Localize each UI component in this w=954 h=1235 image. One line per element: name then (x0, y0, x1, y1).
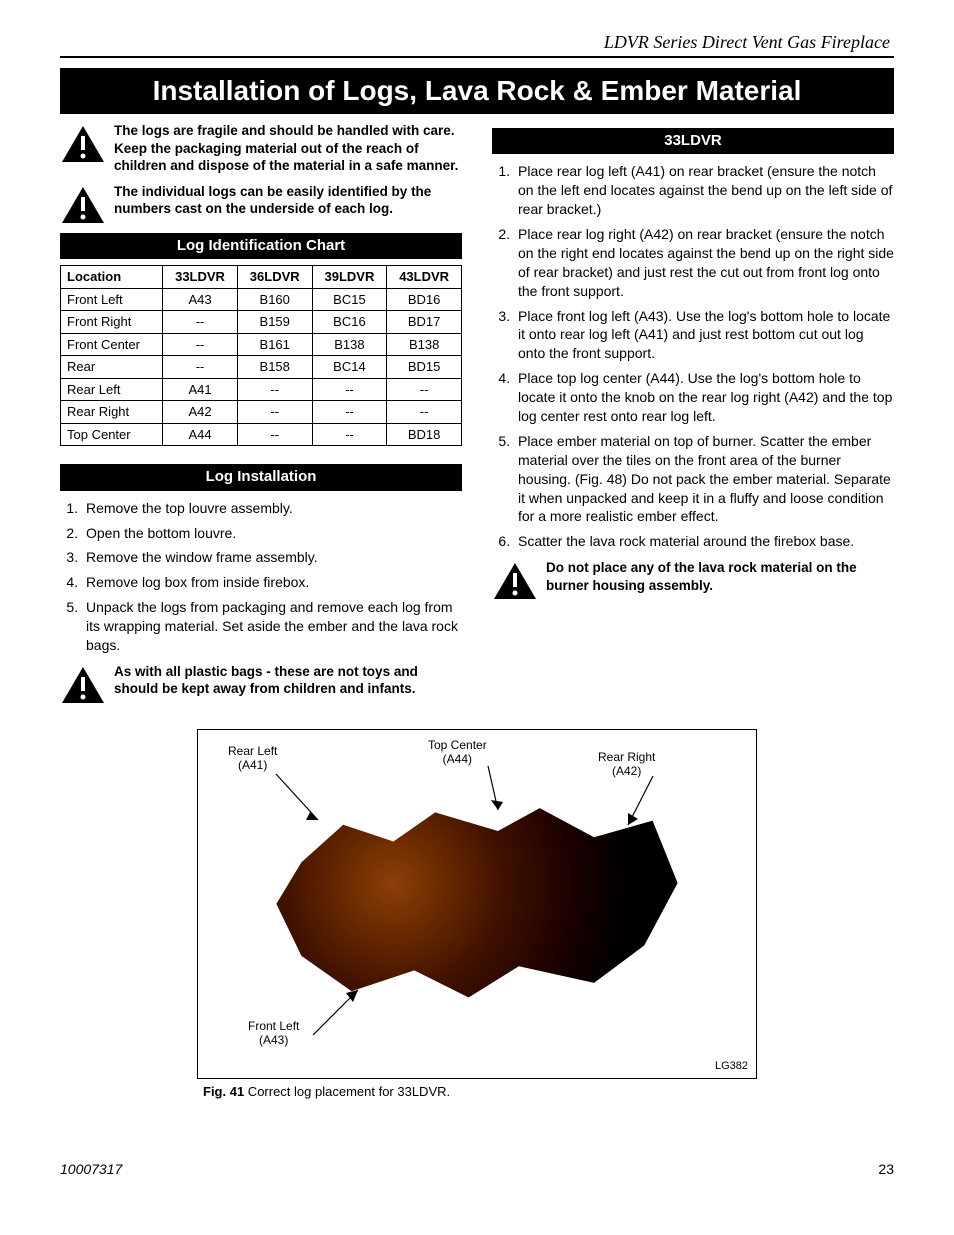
table-cell: Rear (61, 356, 163, 379)
table-cell: -- (237, 401, 312, 424)
list-item: Place rear log right (A42) on rear brack… (514, 225, 894, 301)
two-column-layout: The logs are fragile and should be handl… (60, 122, 894, 713)
table-cell: BD15 (387, 356, 462, 379)
warning-fragile-text: The logs are fragile and should be handl… (114, 122, 462, 175)
table-header-row: Location 33LDVR 36LDVR 39LDVR 43LDVR (61, 265, 462, 288)
table-row: Rear--B158BC14BD15 (61, 356, 462, 379)
install-steps-list: Remove the top louvre assembly. Open the … (60, 499, 462, 655)
table-cell: Top Center (61, 423, 163, 446)
warning-fragile: The logs are fragile and should be handl… (60, 122, 462, 175)
figure-caption: Fig. 41 Correct log placement for 33LDVR… (197, 1083, 757, 1101)
table-cell: B138 (387, 333, 462, 356)
table-cell: -- (163, 333, 238, 356)
table-cell: BD18 (387, 423, 462, 446)
col-h: 36LDVR (237, 265, 312, 288)
list-item: Remove log box from inside firebox. (82, 573, 462, 592)
table-cell: -- (387, 401, 462, 424)
table-cell: Front Center (61, 333, 163, 356)
warning-plastic: As with all plastic bags - these are not… (60, 663, 462, 705)
list-item: Scatter the lava rock material around th… (514, 532, 894, 551)
table-cell: BC15 (312, 288, 387, 311)
warning-icon (60, 185, 106, 225)
warning-icon (492, 561, 538, 601)
page-footer: 10007317 23 (60, 1160, 894, 1179)
list-item: Remove the window frame assembly. (82, 548, 462, 567)
table-cell: B160 (237, 288, 312, 311)
list-item: Open the bottom louvre. (82, 524, 462, 543)
table-cell: B158 (237, 356, 312, 379)
col-h: 43LDVR (387, 265, 462, 288)
table-row: Front Center--B161B138B138 (61, 333, 462, 356)
table-cell: -- (312, 401, 387, 424)
table-cell: A41 (163, 378, 238, 401)
figure-code: LG382 (715, 1059, 748, 1074)
table-cell: A43 (163, 288, 238, 311)
warning-lava-text: Do not place any of the lava rock materi… (546, 559, 894, 601)
warning-lava: Do not place any of the lava rock materi… (492, 559, 894, 601)
table-cell: -- (237, 378, 312, 401)
table-row: Front LeftA43B160BC15BD16 (61, 288, 462, 311)
header-rule (60, 56, 894, 58)
list-item: Place ember material on top of burner. S… (514, 432, 894, 526)
table-cell: BC14 (312, 356, 387, 379)
table-cell: -- (237, 423, 312, 446)
warning-identify: The individual logs can be easily identi… (60, 183, 462, 225)
label-top-center: Top Center (A44) (428, 738, 487, 767)
table-cell: Front Right (61, 311, 163, 334)
header-title: LDVR Series Direct Vent Gas Fireplace (60, 30, 894, 54)
figure-caption-bold: Fig. 41 (203, 1084, 244, 1099)
table-row: Rear RightA42------ (61, 401, 462, 424)
col-h: Location (61, 265, 163, 288)
right-column: 33LDVR Place rear log left (A41) on rear… (492, 122, 894, 713)
label-rear-right: Rear Right (A42) (598, 750, 655, 779)
table-row: Top CenterA44----BD18 (61, 423, 462, 446)
warning-icon (60, 665, 106, 705)
warning-plastic-text: As with all plastic bags - these are not… (114, 663, 462, 705)
table-cell: BD16 (387, 288, 462, 311)
table-cell: BC16 (312, 311, 387, 334)
table-cell: -- (312, 423, 387, 446)
list-item: Place top log center (A44). Use the log'… (514, 369, 894, 426)
list-item: Unpack the logs from packaging and remov… (82, 598, 462, 655)
col-h: 39LDVR (312, 265, 387, 288)
table-cell: BD17 (387, 311, 462, 334)
list-item: Remove the top louvre assembly. (82, 499, 462, 518)
table-cell: B161 (237, 333, 312, 356)
table-cell: -- (163, 356, 238, 379)
warning-identify-text: The individual logs can be easily identi… (114, 183, 462, 225)
install-title: Log Installation (60, 464, 462, 490)
table-cell: Front Left (61, 288, 163, 311)
table-cell: A42 (163, 401, 238, 424)
model-steps-list: Place rear log left (A41) on rear bracke… (492, 162, 894, 551)
left-column: The logs are fragile and should be handl… (60, 122, 462, 713)
figure-41: Rear Left (A41) Top Center (A44) Rear Ri… (197, 729, 757, 1079)
label-front-left: Front Left (A43) (248, 1019, 299, 1048)
main-banner: Installation of Logs, Lava Rock & Ember … (60, 68, 894, 114)
doc-number: 10007317 (60, 1160, 122, 1179)
warning-icon (60, 124, 106, 164)
model-title: 33LDVR (492, 128, 894, 154)
list-item: Place front log left (A43). Use the log'… (514, 307, 894, 364)
log-id-table: Location 33LDVR 36LDVR 39LDVR 43LDVR Fro… (60, 265, 462, 446)
table-cell: B159 (237, 311, 312, 334)
table-cell: -- (312, 378, 387, 401)
table-cell: -- (387, 378, 462, 401)
log-illustration (268, 800, 686, 1008)
table-cell: Rear Left (61, 378, 163, 401)
table-cell: Rear Right (61, 401, 163, 424)
table-cell: -- (163, 311, 238, 334)
figure-caption-text: Correct log placement for 33LDVR. (244, 1084, 450, 1099)
page-number: 23 (878, 1160, 894, 1179)
table-cell: B138 (312, 333, 387, 356)
label-rear-left: Rear Left (A41) (228, 744, 277, 773)
list-item: Place rear log left (A41) on rear bracke… (514, 162, 894, 219)
table-row: Rear LeftA41------ (61, 378, 462, 401)
chart-title: Log Identification Chart (60, 233, 462, 259)
table-row: Front Right--B159BC16BD17 (61, 311, 462, 334)
col-h: 33LDVR (163, 265, 238, 288)
table-cell: A44 (163, 423, 238, 446)
